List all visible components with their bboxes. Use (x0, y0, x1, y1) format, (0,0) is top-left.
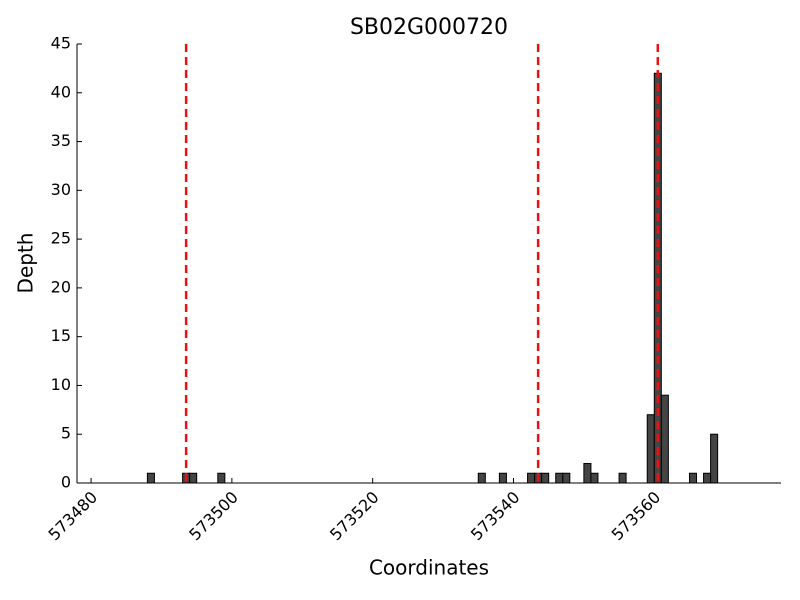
x-tick-label: 573540 (467, 488, 524, 545)
y-tick-label: 0 (61, 473, 71, 492)
bar (527, 472, 536, 484)
x-tick-label: 573480 (44, 488, 101, 545)
y-tick-label: 35 (51, 131, 71, 150)
bar (477, 472, 486, 484)
bar (498, 472, 507, 484)
y-axis-label: Depth (14, 233, 38, 294)
bar (555, 472, 564, 484)
bar (217, 472, 226, 484)
bar (583, 462, 592, 484)
x-tick-label: 573560 (608, 488, 665, 545)
y-tick-label: 15 (51, 326, 71, 345)
bar (710, 433, 719, 484)
y-tick-label: 20 (51, 277, 71, 296)
y-tick-label: 25 (51, 229, 71, 248)
bar (189, 472, 198, 484)
x-tick-label: 573520 (326, 488, 383, 545)
bar (703, 472, 712, 484)
y-tick-label: 10 (51, 375, 71, 394)
bar (590, 472, 599, 484)
x-tick-label: 573500 (185, 488, 242, 545)
bar (618, 472, 627, 484)
y-tick-label: 40 (51, 82, 71, 101)
bar (146, 472, 155, 484)
bar (541, 472, 550, 484)
bar (646, 414, 655, 484)
y-tick-label: 30 (51, 180, 71, 199)
y-tick-label: 45 (51, 34, 71, 53)
bar (562, 472, 571, 484)
x-axis-label: Coordinates (369, 556, 489, 580)
bar (688, 472, 698, 484)
y-tick-label: 5 (61, 424, 71, 443)
chart-title: SB02G000720 (350, 15, 508, 40)
bar (660, 394, 669, 484)
